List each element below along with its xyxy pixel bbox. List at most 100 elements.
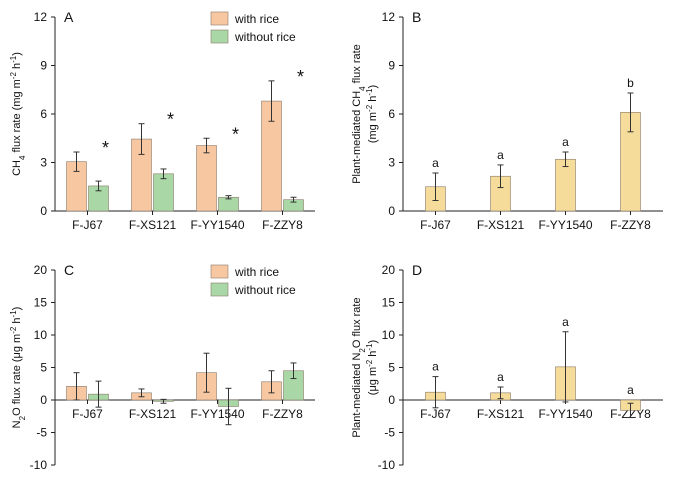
ylabel-part: h bbox=[367, 351, 379, 360]
panel-b: 0 3 6 9 12 F-J67 F-XS121 F-YY1540 F-ZZY8 Ba a a b Pla… bbox=[351, 9, 663, 232]
ylabel-part: O flux rate bbox=[351, 297, 363, 348]
y-tick-label: -5 bbox=[384, 426, 395, 440]
ylabel-sup: -1 bbox=[9, 310, 18, 318]
y-tick-label: 5 bbox=[40, 361, 47, 375]
legend-swatch bbox=[210, 29, 229, 44]
ylabel-sup: -1 bbox=[365, 343, 374, 351]
ylabel-part: h bbox=[367, 96, 379, 105]
y-tick-label: 10 bbox=[382, 328, 396, 342]
x-tick-label: F-YY1540 bbox=[538, 407, 592, 421]
x-tick-label: F-ZZY8 bbox=[610, 218, 651, 232]
significance-star: * bbox=[167, 110, 174, 130]
y-tick-label: 0 bbox=[388, 204, 395, 218]
x-tick-label: F-YY1540 bbox=[190, 407, 244, 421]
y-tick-label: 0 bbox=[388, 393, 395, 407]
x-tick-label: F-XS121 bbox=[129, 218, 177, 232]
significance-letter: a bbox=[497, 148, 504, 162]
x-tick-label: F-XS121 bbox=[129, 407, 177, 421]
y-axis-label: N2O flux rate (μg m-2 h-1) bbox=[9, 307, 27, 429]
significance-letter: a bbox=[497, 370, 504, 384]
significance-letter: a bbox=[432, 156, 439, 170]
y-axis-label-line1: Plant-mediated CH4 flux rate bbox=[351, 44, 367, 184]
y-tick-label: 20 bbox=[34, 263, 48, 277]
ylabel-part: h bbox=[11, 317, 23, 326]
legend-label: with rice bbox=[234, 265, 279, 279]
significance-letter: a bbox=[432, 360, 439, 374]
legend-swatch bbox=[210, 11, 229, 26]
ylabel-part: flux rate bbox=[351, 44, 363, 86]
panel-a: 0 3 6 9 12 F-J67 F-XS121 F-YY1540 F-ZZY8 A * * * * wit… bbox=[9, 9, 315, 232]
ylabel-sup: -2 bbox=[365, 104, 374, 112]
y-tick-label: -10 bbox=[30, 458, 48, 472]
ylabel-part: flux rate (mg m bbox=[11, 79, 23, 155]
ylabel-part: ) bbox=[367, 340, 379, 344]
ylabel-part: h bbox=[11, 63, 23, 72]
x-tick-label: F-J67 bbox=[420, 407, 451, 421]
y-tick-label: 3 bbox=[40, 156, 47, 170]
x-tick-label: F-YY1540 bbox=[538, 218, 592, 232]
legend-label: without rice bbox=[234, 30, 296, 44]
ylabel-part: N bbox=[11, 420, 23, 428]
x-tick-label: F-J67 bbox=[72, 407, 103, 421]
x-tick-label: F-ZZY8 bbox=[262, 218, 303, 232]
x-tick-label: F-J67 bbox=[420, 218, 451, 232]
ylabel-part: ) bbox=[367, 85, 379, 89]
ylabel-sub: 2 bbox=[358, 348, 367, 353]
x-tick-label: F-ZZY8 bbox=[262, 407, 303, 421]
legend-swatch bbox=[210, 264, 229, 279]
y-tick-label: 12 bbox=[34, 10, 48, 24]
ylabel-part: O flux rate (μg m bbox=[11, 334, 23, 416]
panel-c: -10 -5 0 5 10 15 20 F-J67 F-XS121 F-YY1540 F-ZZY8 C… bbox=[9, 262, 315, 472]
y-tick-label: 6 bbox=[388, 107, 395, 121]
ylabel-sup: -1 bbox=[365, 88, 374, 96]
y-tick-label: 0 bbox=[40, 204, 47, 218]
ylabel-part: ) bbox=[11, 307, 23, 311]
y-axis-label-line2: (mg m-2 h-1) bbox=[365, 85, 380, 143]
bar bbox=[153, 173, 174, 212]
bar bbox=[196, 145, 217, 212]
panel-label: B bbox=[412, 9, 421, 25]
ylabel-sup: -2 bbox=[9, 326, 18, 334]
x-tick-label: F-XS121 bbox=[477, 218, 525, 232]
legend-label: with rice bbox=[234, 12, 279, 26]
y-tick-label: 12 bbox=[382, 10, 396, 24]
significance-star: * bbox=[232, 124, 239, 144]
ylabel-sup: -2 bbox=[365, 359, 374, 367]
y-axis-label-line1: Plant-mediated N2O flux rate bbox=[351, 297, 367, 437]
legend-swatch bbox=[210, 282, 229, 297]
y-tick-label: 15 bbox=[382, 296, 396, 310]
y-tick-label: 0 bbox=[40, 393, 47, 407]
ylabel-part: (mg m bbox=[367, 112, 379, 143]
ylabel-part: CH bbox=[11, 160, 23, 176]
ylabel-sup: -1 bbox=[9, 55, 18, 63]
y-tick-label: 20 bbox=[382, 263, 396, 277]
y-tick-label: 5 bbox=[388, 361, 395, 375]
x-tick-label: F-J67 bbox=[72, 218, 103, 232]
y-tick-label: 9 bbox=[388, 59, 395, 73]
significance-letter: a bbox=[562, 315, 569, 329]
panel-label: D bbox=[412, 262, 422, 278]
y-tick-label: 10 bbox=[34, 328, 48, 342]
ylabel-sub: 4 bbox=[18, 155, 27, 160]
ylabel-part: Plant-mediated N bbox=[351, 353, 363, 438]
ylabel-part: (μg m bbox=[367, 367, 379, 395]
significance-star: * bbox=[102, 138, 109, 158]
x-tick-label: F-XS121 bbox=[477, 407, 525, 421]
significance-letter: b bbox=[627, 76, 634, 90]
x-tick-label: F-YY1540 bbox=[190, 218, 244, 232]
ylabel-sub: 4 bbox=[358, 86, 367, 91]
ylabel-part: ) bbox=[11, 52, 23, 56]
y-axis-label-line2: (μg m-2 h-1) bbox=[365, 340, 380, 395]
y-tick-label: 3 bbox=[388, 156, 395, 170]
y-tick-label: 6 bbox=[40, 107, 47, 121]
y-tick-label: -5 bbox=[36, 426, 47, 440]
ylabel-sub: 2 bbox=[18, 415, 27, 420]
significance-letter: a bbox=[627, 383, 634, 397]
y-tick-label: 15 bbox=[34, 296, 48, 310]
panel-label: C bbox=[64, 262, 74, 278]
y-tick-label: 9 bbox=[40, 59, 47, 73]
significance-star: * bbox=[297, 67, 304, 87]
legend-label: without rice bbox=[234, 283, 296, 297]
